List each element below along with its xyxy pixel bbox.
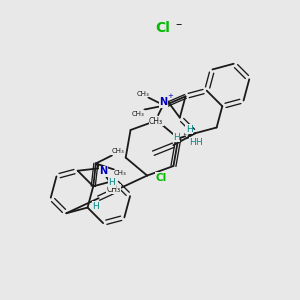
Text: H: H (92, 202, 99, 211)
Text: H: H (186, 125, 193, 134)
Text: H: H (189, 138, 196, 147)
Text: Cl: Cl (156, 173, 167, 183)
Text: CH₃: CH₃ (132, 110, 145, 116)
Text: CH₃: CH₃ (112, 148, 124, 154)
Text: CH₃: CH₃ (137, 91, 150, 97)
Text: CH₃: CH₃ (149, 117, 163, 126)
Text: –: – (175, 19, 181, 32)
Text: CH₃: CH₃ (106, 184, 121, 194)
Text: H: H (173, 133, 180, 142)
Text: Cl: Cl (155, 21, 170, 35)
Text: CH₃: CH₃ (113, 170, 126, 176)
Text: +: + (167, 93, 173, 99)
Text: N: N (100, 166, 108, 176)
Text: H: H (108, 178, 115, 187)
Text: H: H (195, 138, 202, 147)
Text: N: N (159, 97, 167, 107)
